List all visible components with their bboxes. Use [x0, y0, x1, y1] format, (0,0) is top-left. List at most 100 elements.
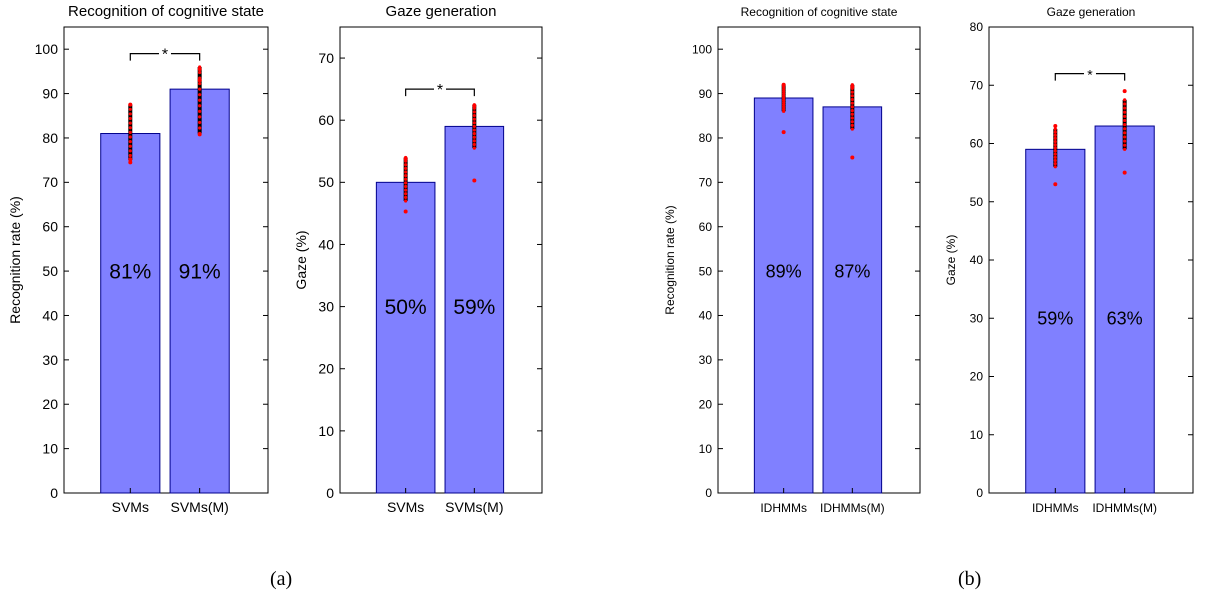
bar-value-label: 89% — [766, 261, 802, 281]
y-axis-label: Recognition rate (%) — [7, 196, 23, 324]
bar-value-label: 91% — [179, 260, 221, 283]
sample-point — [1123, 110, 1127, 114]
chart-title: Gaze generation — [386, 3, 497, 20]
sample-point — [128, 140, 132, 144]
y-tick-label: 100 — [35, 41, 59, 57]
y-tick-label: 10 — [318, 423, 334, 439]
y-tick-label: 70 — [699, 176, 713, 190]
sample-point — [1122, 170, 1127, 175]
bar — [753, 97, 814, 494]
sample-point — [472, 113, 476, 118]
y-tick-label: 30 — [42, 352, 58, 368]
axes-frame — [988, 26, 1194, 494]
sample-point — [404, 170, 408, 174]
sample-point — [782, 89, 786, 93]
bar — [1094, 125, 1155, 494]
sample-point — [198, 70, 202, 75]
sample-point — [1123, 106, 1127, 110]
chart-title: Gaze generation — [1047, 5, 1136, 19]
y-tick-label: 50 — [318, 174, 334, 190]
sample-point — [782, 98, 786, 102]
sample-point — [198, 120, 202, 125]
sample-point — [472, 146, 476, 150]
bar-value-label: 63% — [1107, 309, 1143, 329]
significance-star: * — [437, 82, 443, 99]
axes-frame — [339, 26, 543, 494]
sample-point — [1122, 89, 1127, 94]
x-tick-label: IDHMMs(M) — [820, 501, 885, 515]
caption-b: (b) — [958, 568, 982, 590]
sample-point — [782, 87, 786, 91]
sample-point — [128, 130, 132, 135]
sample-point — [472, 103, 477, 108]
sample-point — [472, 139, 476, 143]
y-tick-label: 70 — [42, 174, 58, 190]
significance-gap — [158, 51, 171, 56]
sample-point — [472, 110, 476, 114]
y-tick-label: 20 — [699, 397, 713, 411]
sample-point — [781, 130, 786, 135]
significance-gap — [1083, 71, 1096, 76]
sample-point — [782, 105, 786, 109]
x-tick-label: IDHMMs(M) — [1092, 501, 1157, 515]
sample-point — [782, 94, 786, 98]
y-tick-label: 0 — [326, 485, 334, 501]
sample-point — [1053, 149, 1057, 153]
sample-point — [404, 188, 408, 192]
x-tick-label: SVMs — [387, 499, 424, 515]
sample-point — [850, 90, 854, 94]
sample-point — [850, 108, 854, 113]
sample-point — [198, 104, 202, 108]
y-tick-label: 70 — [970, 78, 984, 92]
sample-point — [128, 153, 132, 158]
sample-point — [198, 98, 202, 102]
y-tick-label: 80 — [699, 131, 713, 145]
sample-point — [403, 209, 408, 214]
sample-point — [404, 192, 408, 196]
x-tick-label: SVMs — [112, 499, 149, 515]
sample-point — [128, 121, 132, 125]
sample-point — [1053, 130, 1057, 134]
sample-point — [198, 126, 202, 130]
bar — [1025, 148, 1086, 494]
y-tick-label: 50 — [699, 264, 713, 278]
y-tick-label: 50 — [970, 195, 984, 209]
sample-point — [198, 81, 202, 86]
significance-gap — [433, 87, 446, 92]
y-tick-label: 80 — [42, 130, 58, 146]
sample-point — [198, 87, 202, 91]
y-tick-label: 10 — [42, 441, 58, 457]
y-tick-label: 0 — [976, 486, 983, 500]
sample-point — [404, 181, 408, 185]
x-tick-label: IDHMMs — [760, 501, 807, 515]
y-tick-label: 30 — [318, 299, 334, 315]
sample-point — [850, 116, 854, 120]
sample-point — [404, 199, 408, 203]
chart-panel-2: 0 10 20 30 40 50 60 70 Gaze generation Gaze (%) SV… — [293, 3, 543, 515]
sample-point — [404, 174, 408, 178]
significance-star: * — [162, 47, 168, 64]
significance-star: * — [1087, 67, 1093, 83]
y-tick-label: 60 — [970, 137, 984, 151]
bar-value-label: 50% — [385, 296, 427, 319]
sample-point — [128, 160, 133, 165]
sample-point — [472, 132, 476, 136]
sample-point — [197, 67, 202, 72]
y-tick-label: 100 — [692, 42, 712, 56]
sample-point — [1053, 152, 1057, 156]
bar-value-label: 59% — [1037, 309, 1073, 329]
sample-point — [472, 142, 476, 147]
sample-point — [850, 101, 854, 105]
sample-point — [472, 178, 477, 183]
y-tick-label: 10 — [970, 428, 984, 442]
sample-point — [128, 149, 132, 153]
sample-point — [198, 115, 202, 119]
sample-point — [1123, 114, 1127, 118]
sample-point — [782, 100, 786, 105]
sample-point — [850, 84, 855, 89]
sample-point — [403, 156, 408, 161]
sample-point — [1053, 155, 1057, 159]
sample-point — [1053, 133, 1057, 137]
sample-point — [128, 102, 133, 107]
caption-a: (a) — [270, 568, 293, 590]
